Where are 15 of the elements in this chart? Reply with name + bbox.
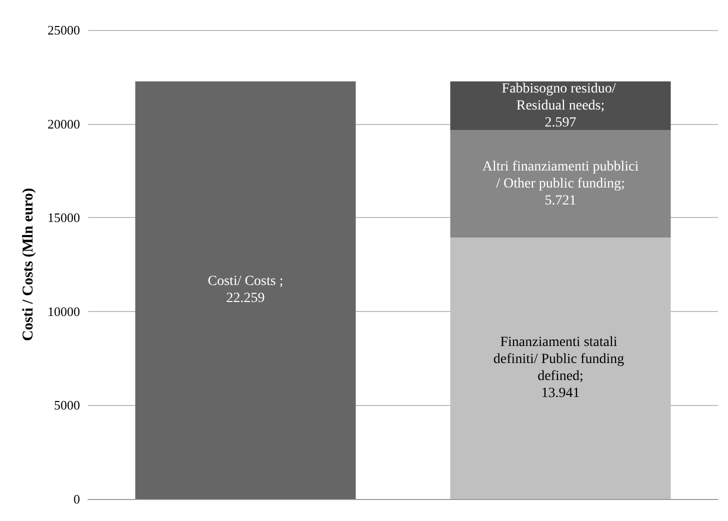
y-tick-label: 15000 — [48, 210, 80, 226]
series-label: Costi/ Costs ; — [208, 274, 284, 290]
data-label: 13.941 — [541, 386, 580, 402]
y-tick-label: 25000 — [48, 22, 80, 38]
y-tick-label: 10000 — [48, 304, 80, 319]
y-axis-title: Costi / Costs (Mln euro) — [20, 188, 36, 342]
y-tick-label: 0 — [74, 492, 80, 506]
y-tick-label: 20000 — [48, 116, 80, 132]
series-label: Altri finanziamenti pubblici/ Other public funding; — [482, 159, 639, 192]
data-label: 2.597 — [544, 115, 576, 130]
data-label: 5.721 — [544, 193, 576, 208]
series-label: Fabbisogno residuo/ Residual needs; — [502, 81, 620, 114]
y-tick-label: 5000 — [54, 398, 80, 413]
series-label: Finanziamenti statali definiti/ Public funding defined; — [493, 335, 628, 384]
data-label: 22.259 — [226, 291, 265, 306]
